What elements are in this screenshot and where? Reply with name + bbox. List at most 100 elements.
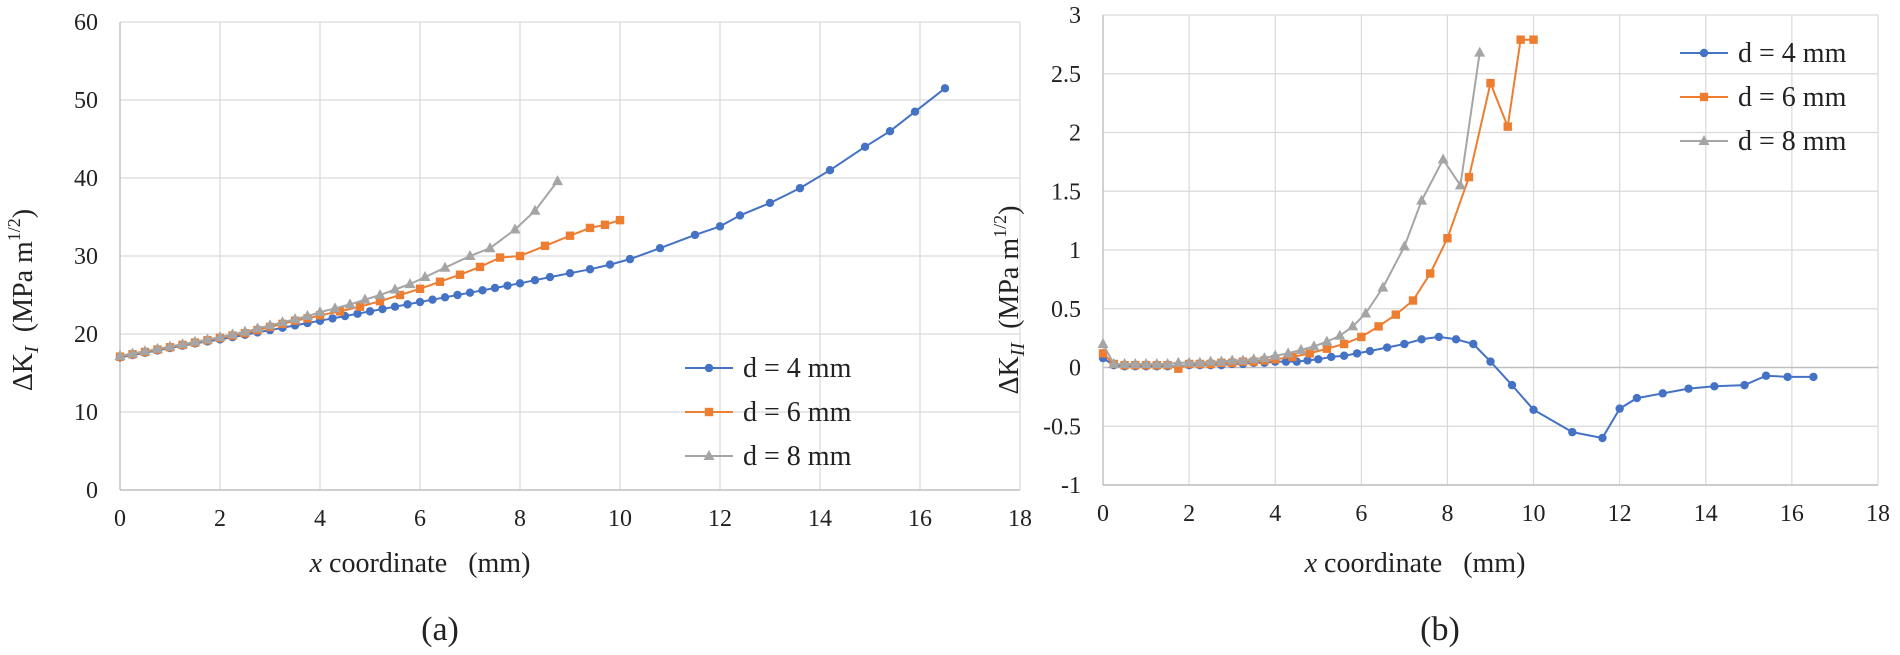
panel-b-series-3-point <box>1205 355 1217 366</box>
panel-b-series-2-point <box>1391 310 1400 319</box>
panel-b-series-2-point <box>1098 349 1108 358</box>
panel-b-series-2-point <box>1486 78 1495 88</box>
panel-b-series-1-point <box>1740 380 1749 390</box>
panel-b-series-1-point <box>1434 332 1444 342</box>
panel-b-ytick-label: 1.5 <box>1051 179 1081 205</box>
panel-b-series-3-point <box>1437 153 1449 164</box>
panel-b-xtick-label: 18 <box>1866 501 1890 527</box>
panel-b-series-3-point <box>1282 347 1294 358</box>
panel-b-series-1-point <box>1314 355 1323 364</box>
panel-b-series-3-point <box>1454 179 1466 190</box>
panel-b-xticks: 0 2 4 6 8 10 12 14 16 18 <box>1097 501 1890 527</box>
panel-a-series-3-point <box>139 345 151 356</box>
panel-b-series-1-point <box>1352 349 1362 358</box>
panel-a-series-3-point <box>344 298 356 309</box>
panel-b-xlabel-rest: coordinate (mm) <box>1317 548 1525 579</box>
panel-a-series-2-point <box>375 297 385 306</box>
panel-b-xtick-label: 10 <box>1522 501 1546 527</box>
panel-b-series-1-point <box>1451 335 1461 344</box>
panel-a-legend-swatch-marker <box>704 407 714 417</box>
panel-a-xtick-label: 14 <box>808 506 832 532</box>
panel-b-yticks: -1 -0.5 0 0.5 1 1.5 2 2.5 3 <box>1043 3 1081 499</box>
panel-a-series-2-point <box>455 270 465 279</box>
panel-b-series-1-point <box>1783 372 1792 382</box>
panel-b-xtick-label: 14 <box>1694 501 1718 527</box>
panel-b-legend-item-2: d = 6 mm <box>1680 82 1847 113</box>
panel-b-series-1-point <box>1615 404 1624 413</box>
panel-a-series-3-point <box>302 310 313 321</box>
panel-b-series-3-point <box>1140 357 1152 368</box>
panel-b-series-1-point <box>1339 351 1349 360</box>
panel-a-series-1-point <box>490 283 500 293</box>
panel-a-series-3-point <box>529 204 541 215</box>
panel-a-series-1-point <box>625 254 635 264</box>
panel-b-series-3-line <box>1102 52 1481 365</box>
panel-a-ylabel-unit: (MPa m <box>8 241 39 332</box>
panel-b-ytick-label: 3 <box>1069 3 1081 29</box>
panel-b-series-3-point <box>1416 194 1428 205</box>
panel-b-series-3-point <box>1295 343 1307 354</box>
panel-a-series-1-point <box>478 286 487 295</box>
panel-b-series-1-point <box>1658 389 1667 398</box>
panel-a-series-1-point <box>440 293 450 302</box>
panel-a-series-1-point <box>403 300 412 309</box>
panel-a-series-1-point <box>378 304 387 314</box>
panel-b-series-1-point <box>1486 357 1495 366</box>
panel-a-grid <box>120 21 1021 490</box>
panel-a-ytick-label: 50 <box>74 88 98 114</box>
panel-a-series-3-point <box>127 347 138 358</box>
panel-b-series-1-point <box>1761 371 1771 380</box>
panel-a-series-3-line <box>119 180 559 357</box>
panel-a-series-3-point <box>202 333 213 344</box>
panel-b-series-1-point <box>1684 384 1693 393</box>
panel-a-series-3-point <box>214 331 226 342</box>
panel-b-legend-item-1: d = 4 mm <box>1680 38 1847 69</box>
panel-a-legend-label: d = 6 mm <box>743 397 852 428</box>
panel-a-series-2 <box>115 215 625 361</box>
panel-b-series-1-point <box>1469 339 1478 349</box>
panel-a-series-1-point <box>585 265 595 274</box>
panel-b-series-3-point <box>1119 357 1131 368</box>
panel-a-series-3-point <box>227 328 238 339</box>
panel-b-series-1-point <box>1303 356 1312 365</box>
panel-a-series-3-point <box>404 278 416 289</box>
panel-a-ytick-label: 10 <box>74 400 98 426</box>
panel-b-series-1-point <box>1417 335 1426 344</box>
panel-a-series-2-point <box>565 231 575 240</box>
panel-b-series-1-point <box>1598 433 1607 443</box>
panel-b-series-2-point <box>1464 172 1474 182</box>
panel-a-series-2-point <box>355 302 365 311</box>
panel-b-legend-label: d = 8 mm <box>1738 126 1847 157</box>
panel-a-xtick-label: 0 <box>114 506 126 532</box>
panel-a-series-1-point <box>390 302 400 311</box>
panel-a-series-1-point <box>795 183 805 193</box>
panel-b-ylabel-unit: (MPa m <box>994 238 1025 329</box>
panel-b-legend-swatch-marker <box>1698 135 1710 145</box>
panel-b-series-3-point <box>1377 281 1389 292</box>
panel-b-series-2-point <box>1357 332 1366 342</box>
panel-b-series-2-point <box>1529 35 1538 44</box>
panel-a-series-3-point <box>484 242 496 253</box>
panel-a-series-2-point <box>475 262 485 272</box>
panel-a-series-1-point <box>530 275 540 285</box>
panel-a-xlabel-var: x <box>309 548 323 579</box>
panel-a-series-3-point <box>114 349 126 360</box>
panel-b-series-3-point <box>1347 320 1359 331</box>
panel-b-series-3-point <box>1215 355 1227 366</box>
panel-b-legend-label: d = 6 mm <box>1738 82 1847 113</box>
panel-b-series-1-point <box>1365 346 1375 356</box>
panel-b-series-1-point <box>1281 357 1291 366</box>
panel-a-legend-swatch-marker <box>703 450 715 460</box>
panel-a-series-3-point <box>289 313 301 324</box>
panel-a-series-3-point <box>252 322 263 333</box>
panel-b-series-1-point <box>1529 405 1538 414</box>
panel-a-series-2-point <box>540 241 550 251</box>
panel-a-series-3-point <box>509 223 521 234</box>
panel-b-xtick-label: 12 <box>1608 501 1632 527</box>
panel-a-series-3-point <box>277 316 288 327</box>
panel-a-series-1-point <box>940 84 950 93</box>
panel-a-series-1-point <box>453 290 462 300</box>
panel-b-series-3-point <box>1129 357 1141 368</box>
